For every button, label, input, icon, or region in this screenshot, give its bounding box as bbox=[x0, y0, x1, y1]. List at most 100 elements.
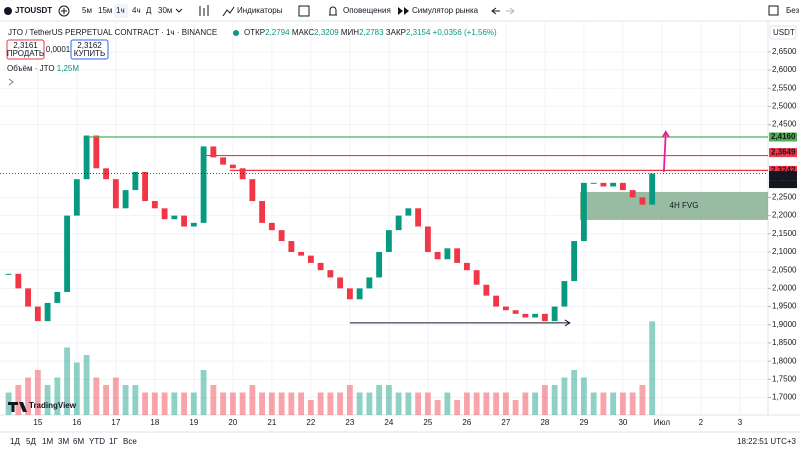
add-symbol-plus bbox=[61, 8, 67, 14]
interval[interactable]: 5м bbox=[82, 6, 92, 15]
candle-body bbox=[259, 201, 266, 223]
volume-bar bbox=[532, 392, 539, 415]
candle-body bbox=[346, 288, 353, 300]
replay[interactable]: Симулятор рынка bbox=[412, 6, 479, 15]
candle-body bbox=[356, 288, 363, 300]
volume-bar bbox=[376, 385, 383, 415]
range[interactable]: YTD bbox=[89, 437, 105, 446]
candle-body bbox=[366, 277, 373, 289]
sell-button[interactable] bbox=[6, 39, 45, 60]
volume-bar bbox=[317, 392, 324, 415]
candle-body bbox=[142, 171, 149, 202]
candle-body bbox=[649, 173, 656, 205]
interval[interactable]: 30м bbox=[158, 6, 172, 15]
candle-body bbox=[580, 182, 587, 242]
candle-body bbox=[610, 182, 617, 187]
candle-body bbox=[278, 230, 285, 242]
candle-body bbox=[210, 146, 217, 158]
layout-icon[interactable] bbox=[298, 5, 310, 17]
x-tick-label: Июл bbox=[654, 418, 671, 427]
ohlc-value: 2,3154 bbox=[406, 28, 431, 37]
candle-body bbox=[229, 164, 236, 169]
interval[interactable]: 15м bbox=[98, 6, 112, 15]
volume-bar bbox=[298, 392, 305, 415]
candle-body bbox=[44, 302, 51, 322]
add-symbol[interactable] bbox=[58, 5, 70, 17]
collapse[interactable] bbox=[8, 78, 14, 86]
volume-bar bbox=[259, 392, 266, 415]
dropdown[interactable] bbox=[175, 8, 183, 13]
ohlc-value: 2,2794 bbox=[265, 28, 290, 37]
x-tick-label: 3 bbox=[738, 418, 743, 427]
candle-body bbox=[522, 313, 529, 318]
candle-body bbox=[54, 292, 61, 303]
redo[interactable] bbox=[506, 7, 515, 15]
ohlc-key: ЗАКР bbox=[386, 28, 406, 37]
volume-bar bbox=[15, 385, 22, 415]
y-tick-label: 2,2500 bbox=[772, 193, 797, 202]
level-tag bbox=[769, 132, 797, 142]
volume-bar bbox=[580, 377, 587, 415]
volume-bar bbox=[483, 392, 490, 415]
ohlc: ОТКР2,2794 МАКС2,3209 МИН2,2783 ЗАКР2,31… bbox=[244, 28, 497, 37]
candle-body bbox=[502, 306, 509, 311]
trend-arrowhead bbox=[564, 319, 571, 327]
currency-select[interactable] bbox=[769, 25, 797, 40]
spread: 0,0001 bbox=[46, 45, 71, 54]
level-tag bbox=[769, 165, 797, 175]
candle-body bbox=[5, 273, 12, 275]
range[interactable]: 1М bbox=[42, 437, 53, 446]
volume-bar bbox=[103, 385, 110, 415]
interval[interactable]: 1ч bbox=[116, 6, 125, 15]
undo[interactable] bbox=[491, 7, 500, 15]
interval[interactable]: Д bbox=[146, 6, 152, 15]
x-tick-label: 18 bbox=[150, 418, 159, 427]
y-tick-label: 2,5500 bbox=[772, 83, 797, 92]
range[interactable]: 6М bbox=[73, 437, 84, 446]
y-tick-label: 1,7500 bbox=[772, 374, 797, 383]
volume-bar bbox=[454, 400, 461, 415]
range[interactable]: 3М bbox=[58, 437, 69, 446]
range[interactable]: 1Д bbox=[10, 437, 20, 446]
volume-bar bbox=[210, 385, 217, 415]
candle-body bbox=[405, 208, 412, 216]
volume-bar bbox=[34, 370, 41, 415]
level-tag bbox=[769, 148, 797, 158]
chart-type-icon[interactable] bbox=[199, 5, 209, 16]
buy-button[interactable] bbox=[70, 39, 109, 60]
candle-body bbox=[298, 251, 305, 256]
interval[interactable]: 4ч bbox=[132, 6, 141, 15]
candle-body bbox=[600, 182, 607, 187]
volume-bar bbox=[220, 392, 227, 415]
currency: USDT bbox=[773, 28, 795, 37]
range[interactable]: 1Г bbox=[109, 437, 118, 446]
candle-body bbox=[512, 310, 519, 314]
volume-value: 1,25M bbox=[57, 64, 80, 73]
alerts[interactable]: Оповещения bbox=[343, 6, 391, 15]
candle-body bbox=[239, 168, 246, 180]
candle-body bbox=[200, 146, 207, 223]
indicators[interactable]: Индикаторы bbox=[237, 6, 283, 15]
symbol[interactable]: JTOUSDT bbox=[15, 6, 52, 15]
volume-bar bbox=[151, 392, 158, 415]
x-tick-label: 25 bbox=[423, 418, 432, 427]
candle-body bbox=[424, 226, 431, 252]
arrow bbox=[662, 131, 667, 172]
volume-bar bbox=[64, 347, 71, 415]
range[interactable]: Все bbox=[123, 437, 137, 446]
volume-bar bbox=[132, 385, 139, 415]
checkbox[interactable] bbox=[768, 5, 779, 16]
volume-bar bbox=[356, 392, 363, 415]
volume-bar bbox=[346, 385, 353, 415]
x-tick-label: 21 bbox=[267, 418, 276, 427]
header: JTO / TetherUS PERPETUAL CONTRACT · 1ч ·… bbox=[8, 28, 217, 37]
status-dot bbox=[233, 30, 239, 36]
level-label: 2,3242 bbox=[771, 166, 796, 175]
y-tick-label: 1,8000 bbox=[772, 356, 797, 365]
range[interactable]: 5Д bbox=[26, 437, 36, 446]
candle-body bbox=[463, 262, 470, 271]
volume-bar bbox=[337, 392, 344, 415]
candle-body bbox=[288, 241, 295, 252]
logo-icon bbox=[8, 402, 27, 412]
volume-bar bbox=[463, 392, 470, 415]
